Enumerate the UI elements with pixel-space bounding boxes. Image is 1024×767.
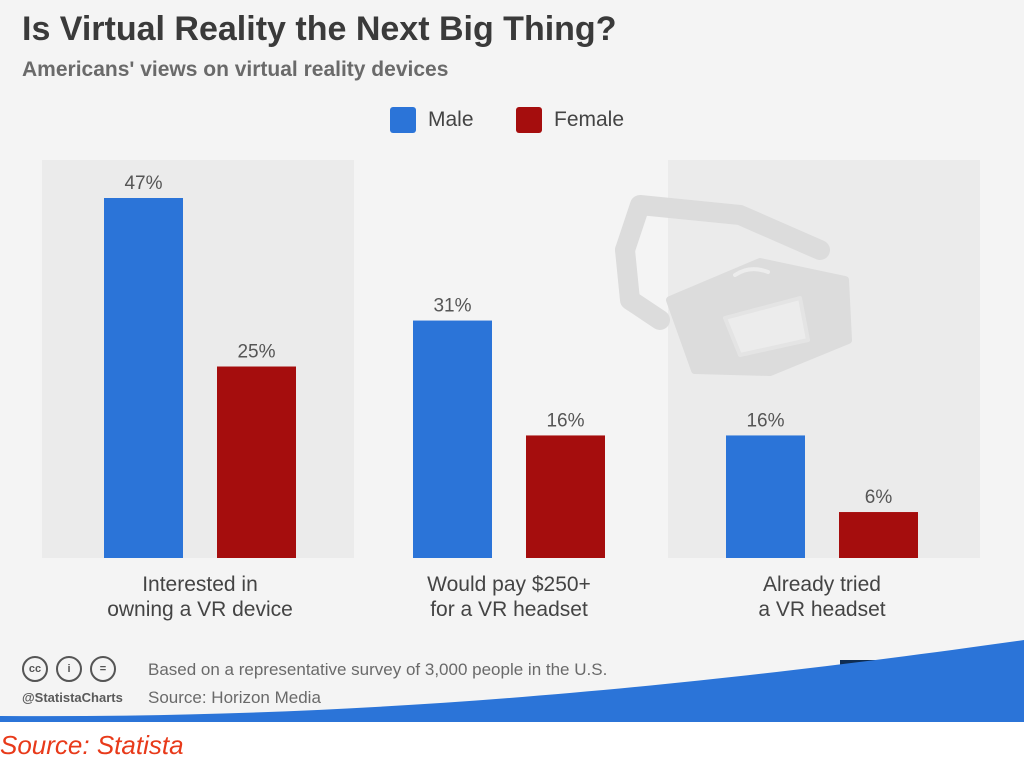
bar-female-2 [526,435,605,558]
legend-swatch-male [390,107,416,133]
group-background-1 [42,160,354,558]
value-label-female-2: 16% [546,410,584,431]
legend-item-female: Female [516,106,624,134]
vr-headset-icon [615,195,852,376]
category-label-3-line-2: a VR headset [758,598,885,621]
category-label-1-line-2: owning a VR device [107,598,293,621]
value-label-female-1: 25% [237,342,275,363]
bar-female-3 [839,512,918,558]
bar-male-2 [413,320,492,558]
data-source: Source: Horizon Media [148,688,321,707]
category-label-3-line-1: Already tried [763,573,881,596]
creative-commons-icon: cc [22,656,48,682]
category-label-2-line-2: for a VR headset [430,598,588,621]
infographic-card: Is Virtual Reality the Next Big Thing? A… [0,0,1024,722]
attribution-icon: i [56,656,82,682]
legend-swatch-female [516,107,542,133]
footer-wave [0,640,1024,722]
legend-label-female: Female [554,108,625,131]
value-label-male-3: 16% [746,410,784,431]
category-label-1-line-1: Interested in [142,573,258,596]
license-icons: cc i = [22,656,132,686]
category-label-2-line-1: Would pay $250+ [427,573,591,596]
legend-item-male: Male [390,106,474,134]
no-derivatives-icon: = [90,656,116,682]
bars-layer [104,198,918,558]
chart-title: Is Virtual Reality the Next Big Thing? [22,10,617,48]
bar-female-1 [217,366,296,558]
survey-note: Based on a representative survey of 3,00… [148,660,608,679]
value-label-male-2: 31% [433,296,471,317]
image-credit: Source: Statista [0,730,184,760]
value-label-male-1: 47% [124,173,162,194]
value-labels-layer: 47% 25% 31% 16% 16% 6% [124,173,892,508]
value-label-female-3: 6% [865,487,893,508]
bar-male-1 [104,198,183,558]
twitter-handle: @StatistaCharts [22,690,123,705]
legend-label-male: Male [428,108,474,131]
chart-subtitle: Americans' views on virtual reality devi… [22,58,449,81]
bar-male-3 [726,435,805,558]
